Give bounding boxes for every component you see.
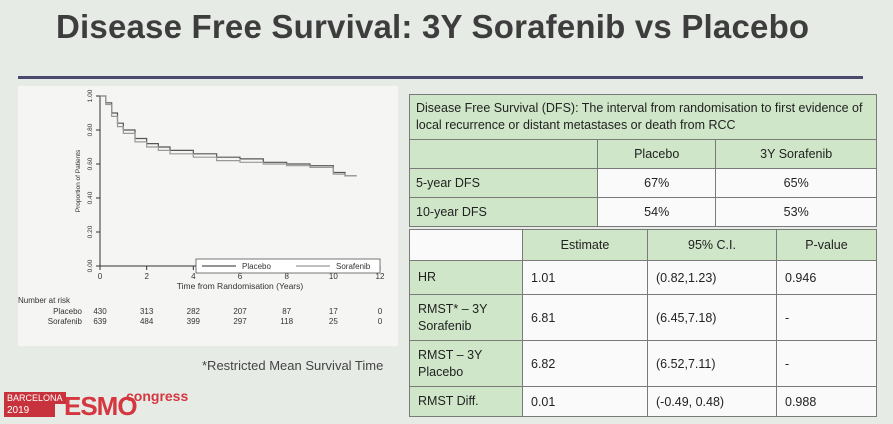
stats-cell: 6.82 (522, 340, 648, 387)
stats-table: Estimate 95% C.I. P-value HR 1.01 (0.82,… (409, 229, 877, 417)
y-tick-label: 0.20 (87, 225, 94, 238)
y-tick-label: 1.00 (87, 89, 94, 102)
risk-value: 207 (233, 307, 247, 316)
stats-cell: 0.01 (522, 386, 648, 417)
stats-row-label: RMST* – 3Y Sorafenib (409, 294, 523, 341)
logo-city: BARCELONA (4, 392, 66, 404)
x-tick-label: 4 (191, 272, 196, 281)
risk-value: 313 (140, 307, 154, 316)
stats-header-pvalue: P-value (776, 229, 877, 261)
risk-value: 25 (329, 317, 338, 326)
risk-value: 639 (93, 317, 107, 326)
dfs-header-placebo: Placebo (596, 139, 717, 169)
stats-cell: (6.45,7.18) (647, 294, 777, 341)
risk-value: 430 (93, 307, 107, 316)
title-divider (18, 76, 863, 79)
x-tick-label: 8 (284, 272, 289, 281)
risk-row-label: Placebo (53, 307, 82, 316)
risk-table-title: Number at risk (18, 296, 71, 305)
series-line (100, 95, 357, 177)
stats-row-label: RMST – 3Y Placebo (409, 340, 523, 387)
legend-box (195, 258, 381, 274)
legend-label: Placebo (242, 262, 271, 271)
x-tick-label: 2 (144, 272, 149, 281)
legend-label: Sorafenib (336, 262, 371, 271)
logo-brand: ESMO (64, 391, 138, 421)
stats-header-ci: 95% C.I. (647, 229, 777, 261)
y-tick-label: 0.60 (87, 157, 94, 170)
stats-cell: 0.946 (776, 260, 877, 295)
slide-title: Disease Free Survival: 3Y Sorafenib vs P… (56, 8, 810, 45)
risk-value: 399 (187, 317, 201, 326)
dfs-cell: 53% (715, 197, 877, 227)
km-chart: 0 2 4 6 8 10 12 0.00 0.20 0.40 0.60 0.80 1.00 Time fr… (18, 86, 398, 346)
stats-cell: (0.82,1.23) (647, 260, 777, 295)
x-tick-label: 6 (238, 272, 243, 281)
x-tick-label: 10 (329, 272, 338, 281)
stats-row-label: HR (409, 260, 523, 295)
dfs-cell: 54% (596, 197, 717, 227)
risk-value: 0 (378, 317, 383, 326)
dfs-cell: 65% (715, 168, 877, 198)
logo-suffix: congress (126, 388, 189, 404)
risk-value: 282 (187, 307, 201, 316)
esmo-logo: BARCELONA 2019 ESMO congress (4, 388, 188, 424)
logo-year: 2019 (4, 404, 55, 417)
y-tick-label: 0.40 (87, 191, 94, 204)
risk-row-label: Sorafenib (48, 317, 83, 326)
series-line (100, 95, 357, 177)
stats-cell: 0.988 (776, 386, 877, 417)
dfs-row-label: 5-year DFS (409, 168, 598, 198)
km-chart-svg: 0 2 4 6 8 10 12 0.00 0.20 0.40 0.60 0.80 1.00 Time fr… (18, 89, 385, 326)
risk-value: 297 (233, 317, 247, 326)
dfs-definition: Disease Free Survival (DFS): The interva… (409, 94, 877, 140)
dfs-cell: 67% (596, 168, 717, 198)
risk-value: 0 (378, 307, 383, 316)
stats-cell: 1.01 (522, 260, 648, 295)
x-tick-label: 12 (376, 272, 385, 281)
y-tick-label: 0.00 (87, 259, 94, 272)
x-axis-label: Time from Randomisation (Years) (177, 281, 304, 291)
risk-value: 17 (329, 307, 338, 316)
stats-header-blank (409, 229, 523, 261)
risk-value: 87 (282, 307, 291, 316)
risk-value: 484 (140, 317, 154, 326)
stats-header-estimate: Estimate (522, 229, 648, 261)
dfs-table: Disease Free Survival (DFS): The interva… (409, 94, 877, 227)
stats-cell: (6.52,7.11) (647, 340, 777, 387)
stats-cell: - (776, 294, 877, 341)
dfs-row-label: 10-year DFS (409, 197, 598, 227)
stats-cell: 6.81 (522, 294, 648, 341)
footnote: *Restricted Mean Survival Time (202, 358, 384, 373)
stats-cell: (-0.49, 0.48) (647, 386, 777, 417)
risk-value: 118 (280, 317, 293, 326)
stats-cell: - (776, 340, 877, 387)
dfs-header-blank (409, 139, 598, 169)
dfs-header-sorafenib: 3Y Sorafenib (715, 139, 877, 169)
x-tick-label: 0 (98, 272, 103, 281)
y-tick-label: 0.80 (87, 123, 94, 136)
stats-row-label: RMST Diff. (409, 386, 523, 417)
y-axis-label: Proportion of Patients (75, 149, 82, 212)
